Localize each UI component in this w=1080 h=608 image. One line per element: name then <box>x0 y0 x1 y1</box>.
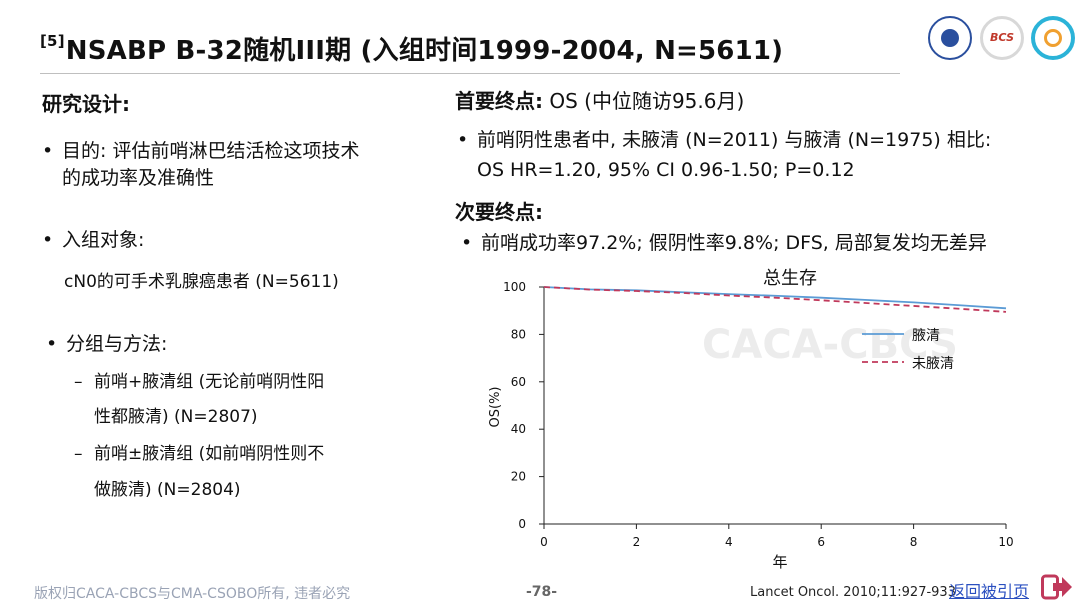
primary-line-1: 前哨阴性患者中, 未腋清 (N=2011) 与腋清 (N=1975) 相比: <box>457 126 991 155</box>
reference-marker: [5] <box>40 32 65 50</box>
copyright-text: 版权归CACA-CBCS与CMA-CSOBO所有, 违者必究 <box>34 586 351 602</box>
return-arrow-icon[interactable] <box>1041 573 1073 601</box>
secondary-line: 前哨成功率97.2%; 假阴性率9.8%; DFS, 局部复发均无差异 <box>461 229 987 258</box>
series-line-2 <box>543 286 1007 313</box>
cbcs-logo <box>1031 16 1075 60</box>
y-tick-label: 20 <box>511 470 526 484</box>
title-divider <box>40 73 900 74</box>
purpose-line-1: 目的: 评估前哨淋巴结活检这项技术 <box>42 137 359 166</box>
chart-watermark: CACA-CBCS <box>702 322 958 368</box>
primary-endpoint: 首要终点: OS (中位随访95.6月) <box>455 85 744 116</box>
x-tick-label: 6 <box>817 535 825 549</box>
purpose-line-2: 的成功率及准确性 <box>62 167 215 189</box>
page-number: -78- <box>526 584 558 600</box>
x-tick-label: 8 <box>910 535 918 549</box>
back-to-reference-link[interactable]: 返回被引页 <box>949 582 1030 601</box>
group1-line-2: 性都腋清) (N=2807) <box>94 407 258 427</box>
secondary-endpoint-heading: 次要终点: <box>455 200 543 224</box>
citation: Lancet Oncol. 2010;11:927-933 <box>750 585 956 600</box>
x-tick-label: 0 <box>540 535 548 549</box>
bcs-logo: BCS <box>980 16 1024 60</box>
slide-title-text: NSABP B-32随机III期 (入组时间1999-2004, N=5611) <box>65 36 784 66</box>
y-tick-label: 0 <box>518 517 526 531</box>
groups-label: 分组与方法: <box>46 330 167 359</box>
x-tick-label: 4 <box>725 535 733 549</box>
series-line-1 <box>543 286 1007 310</box>
subjects-value: cN0的可手术乳腺癌患者 (N=5611) <box>64 272 339 292</box>
group1-line-1: 前哨+腋清组 (无论前哨阴性阳 <box>74 368 324 397</box>
chart-title: 总生存 <box>763 268 817 289</box>
legend-label-2: 未腋清 <box>912 356 954 372</box>
x-axis-label: 年 <box>772 553 787 571</box>
primary-endpoint-heading: 首要终点: <box>455 89 543 113</box>
primary-endpoint-value: OS (中位随访95.6月) <box>543 89 745 113</box>
y-tick-label: 60 <box>511 375 526 389</box>
y-tick-label: 100 <box>503 280 526 294</box>
y-axis-label: OS(%) <box>488 387 503 428</box>
x-tick-label: 2 <box>633 535 641 549</box>
y-tick-label: 40 <box>511 422 526 436</box>
slide-title: [5]NSABP B-32随机III期 (入组时间1999-2004, N=56… <box>40 30 783 67</box>
y-tick-label: 80 <box>511 327 526 341</box>
legend-label-1: 腋清 <box>912 328 940 344</box>
group2-line-2: 做腋清) (N=2804) <box>94 480 241 500</box>
study-design-heading: 研究设计: <box>42 92 130 116</box>
subjects-label: 入组对象: <box>42 226 145 255</box>
university-logo <box>928 16 972 60</box>
x-tick-label: 10 <box>998 535 1013 549</box>
primary-line-2: OS HR=1.20, 95% CI 0.96-1.50; P=0.12 <box>477 159 855 181</box>
group2-line-1: 前哨±腋清组 (如前哨阴性则不 <box>74 440 324 469</box>
